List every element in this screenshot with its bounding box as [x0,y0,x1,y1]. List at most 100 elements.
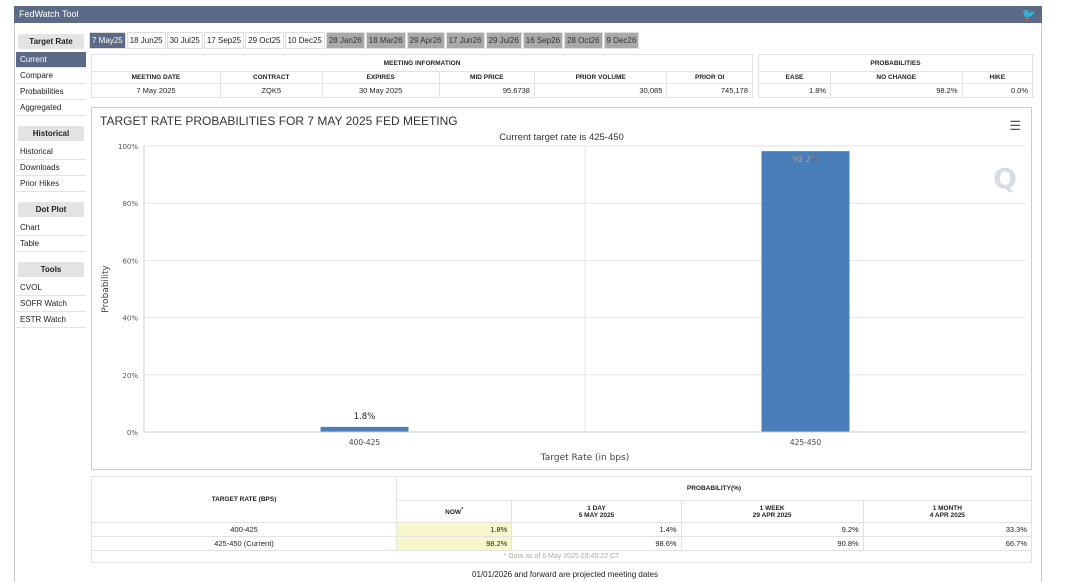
mih-cell: CONTRACT [219,71,323,84]
period-date: 5 MAY 2025 [578,511,615,519]
period-header: NOW* [395,500,513,523]
tab-meeting[interactable]: 9 Dec26 [603,32,640,49]
tab-meeting[interactable]: 10 Dec25 [284,32,325,49]
chart-menu-icon[interactable]: ☰ [1009,118,1021,133]
tab-meeting[interactable]: 17 Sep25 [203,32,245,49]
sidebar-item-compare[interactable]: Compare [16,68,86,84]
tab-meeting[interactable]: 29 Apr26 [406,32,445,49]
prob-cell: 9.2% [680,522,864,537]
x-tick-label: 400-425 [349,438,381,447]
tab-meeting[interactable]: 30 Jul25 [166,32,203,49]
sidebar-gap [16,192,86,200]
data-label: 98.2% [792,155,819,165]
sidebar-gap [16,116,86,124]
probability-table: TARGET RATE (BPS) PROBABILITY(%) NOW* 1 DA… [91,476,1033,563]
table-row: 425-450 (Current) 98.2% 98.6% 90.8% 66.7% [91,536,1033,551]
period-label: 1 WEEK [759,504,785,512]
tab-meeting[interactable]: 28 Oct26 [564,32,603,49]
y-tick-label: 0% [127,429,138,437]
miv-cell: 745,178 [666,83,753,98]
sidebar-item-estr-watch[interactable]: ESTR Watch [16,312,86,328]
sidebar-item-prior-hikes[interactable]: Prior Hikes [16,176,86,192]
sidebar-item-table[interactable]: Table [16,236,86,252]
prob-cell: 98.2% [395,536,513,551]
miv-cell: ZQK5 [219,83,323,98]
prob-cell: 1.4% [511,522,682,537]
tab-meeting[interactable]: 18 Mar26 [365,32,406,49]
y-tick-label: 60% [122,257,138,265]
sidebar-gap [16,252,86,260]
mih-cell: PRIOR VOLUME [533,71,668,84]
prob-value: 1.8% [757,83,832,98]
probabilities-title: PROBABILITIES [758,54,1033,72]
app-title: FedWatch Tool [19,9,79,19]
meeting-tabs: 7 May25 18 Jun25 30 Jul25 17 Sep25 29 Oct25 1… [89,32,640,49]
app-header: FedWatch Tool 🐦 [14,6,1042,23]
period-label: 1 MONTH [932,504,962,512]
tab-meeting[interactable]: 16 Sep26 [522,32,564,49]
period-date: 29 APR 2025 [752,511,792,519]
sidebar-item-current[interactable]: Current [16,52,86,68]
y-tick-label: 20% [122,372,138,380]
sidebar-item-chart[interactable]: Chart [16,220,86,236]
bar-chart: 0% 20% 40% 60% 80% 100% 1.8% 400-425 98.2% 425-45… [101,143,1026,463]
period-date: 4 APR 2025 [929,511,965,519]
x-tick-label: 425-450 [790,438,822,447]
miv-cell: 30 May 2025 [321,83,440,98]
prob-cell: 90.8% [680,536,864,551]
prh-cell: NO CHANGE [830,71,963,84]
data-timestamp-note: * Data as of 6 May 2025 03:45:22 CT [91,550,1032,563]
tab-meeting[interactable]: 28 Jan26 [325,32,365,49]
watermark-logo: Q [993,162,1017,195]
sidebar-item-aggregated[interactable]: Aggregated [16,100,86,116]
data-label: 1.8% [354,412,376,422]
prh-cell: HIKE [961,71,1034,84]
tab-meeting[interactable]: 7 May25 [89,32,126,49]
meeting-info-table: MEETING INFORMATION MEETING DATE CONTRACT… [91,54,753,98]
y-axis-title: Probability [101,265,111,313]
period-header: 1 WEEK 29 APR 2025 [680,500,864,523]
miv-cell: 95.6738 [438,83,535,98]
sidebar-section-header: Target Rate [18,34,84,49]
twitter-icon[interactable]: 🐦 [1022,9,1036,21]
sidebar-item-historical[interactable]: Historical [16,144,86,160]
mih-cell: MEETING DATE [91,71,221,84]
mih-cell: PRIOR OI [666,71,753,84]
meeting-info-title: MEETING INFORMATION [91,54,753,72]
sidebar-item-sofr-watch[interactable]: SOFR Watch [16,296,86,312]
y-tick-label: 80% [122,200,138,208]
y-tick-label: 40% [122,315,138,323]
rate-cell: 400-425 [91,522,397,537]
prob-cell: 33.3% [862,522,1033,537]
period-header: 1 MONTH 4 APR 2025 [862,500,1033,523]
bar-400-425 [320,426,409,432]
tab-meeting[interactable]: 29 Oct25 [245,32,284,49]
sidebar-item-downloads[interactable]: Downloads [16,160,86,176]
period-date: * [461,506,464,513]
sidebar-section-header: Historical [18,126,84,141]
chart-subtitle: Current target rate is 425-450 [499,132,624,143]
tab-meeting[interactable]: 17 Jun26 [445,32,485,49]
rate-cell: 425-450 (Current) [91,536,397,551]
prob-cell: 66.7% [862,536,1033,551]
frame [14,23,1042,582]
probabilities-table: PROBABILITIES EASE NO CHANGE HIKE 1.8% 98.2%… [757,54,1034,98]
prob-cell: 98.6% [511,536,682,551]
footer-note: 01/01/2026 and forward are projected mee… [472,570,658,579]
y-tick-label: 100% [118,143,138,151]
sidebar: Target Rate Current Compare Probabilities Ag… [16,32,86,328]
chart-container: TARGET RATE PROBABILITIES FOR 7 MAY 2025… [91,107,1032,470]
mih-cell: MID PRICE [438,71,535,84]
miv-cell: 30,085 [533,83,668,98]
bar-425-450 [761,151,850,432]
prh-cell: EASE [757,71,832,84]
period-label: NOW [445,509,462,517]
tab-meeting[interactable]: 18 Jun25 [126,32,166,49]
period-label: 1 DAY [587,504,606,512]
sidebar-item-cvol[interactable]: CVOL [16,280,86,296]
sidebar-section-header: Tools [18,262,84,277]
sidebar-item-probabilities[interactable]: Probabilities [16,84,86,100]
prob-value: 0.0% [961,83,1034,98]
prob-value: 98.2% [830,83,963,98]
tab-meeting[interactable]: 29 Jul26 [485,32,522,49]
